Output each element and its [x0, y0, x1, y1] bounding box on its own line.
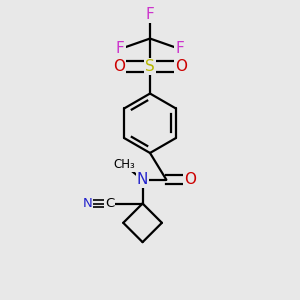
Text: F: F [175, 41, 184, 56]
Text: O: O [184, 172, 196, 187]
Text: F: F [116, 41, 125, 56]
Text: C: C [105, 197, 115, 210]
Text: F: F [146, 7, 154, 22]
Text: S: S [145, 59, 155, 74]
Text: O: O [175, 59, 187, 74]
Text: N: N [83, 197, 92, 210]
Text: O: O [113, 59, 125, 74]
Text: N: N [137, 172, 148, 187]
Text: CH₃: CH₃ [113, 158, 135, 171]
